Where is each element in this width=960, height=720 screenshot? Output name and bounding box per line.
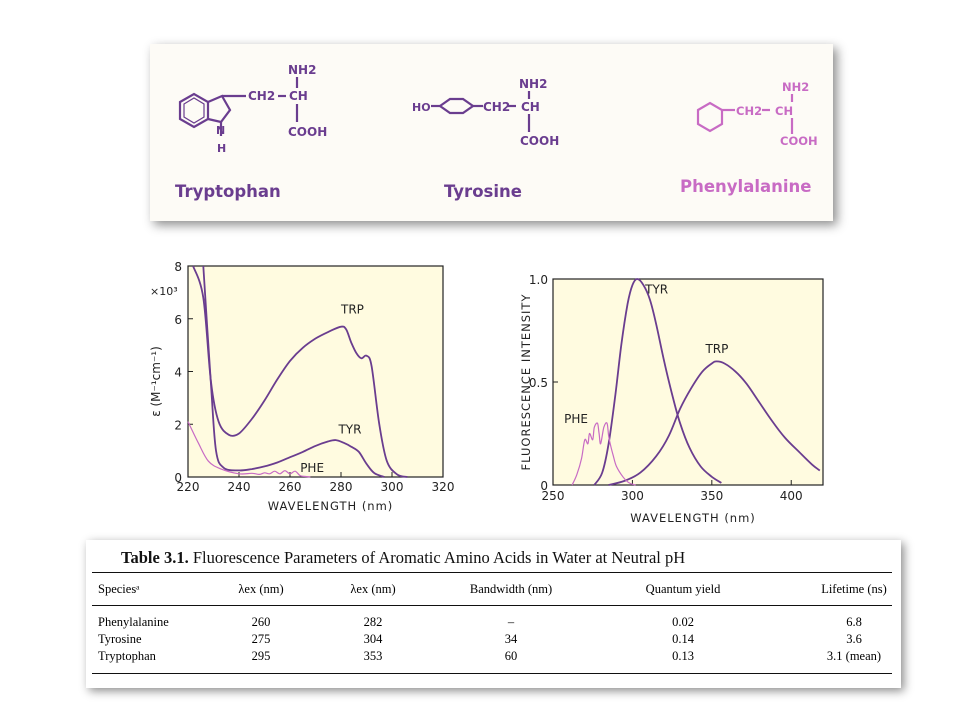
table-header-0: Speciesᵃ bbox=[98, 582, 140, 596]
abs-xtick-label-260: 260 bbox=[279, 480, 302, 494]
abs-ytick-label-8: 8 bbox=[174, 262, 182, 274]
em-series-label-phe: PHE bbox=[564, 412, 588, 426]
table-caption: Fluorescence Parameters of Aromatic Amin… bbox=[192, 548, 686, 567]
table-cell-r0-c1: 260 bbox=[251, 615, 271, 629]
em-series-tyr bbox=[593, 278, 722, 486]
abs-series-label-trp: TRP bbox=[340, 302, 364, 316]
em-plot-area bbox=[552, 278, 824, 486]
table-cell-r2-c1: 295 bbox=[251, 649, 271, 663]
table-cell-r0-c0: Phenylalanine bbox=[98, 615, 169, 629]
table-cell-r2-c0: Tryptophan bbox=[98, 649, 156, 663]
fluorescence-table: Table 3.1. Fluorescence Parameters of Ar… bbox=[86, 540, 901, 688]
table-header-2: λex (nm) bbox=[350, 582, 396, 596]
abs-xtick-label-320: 320 bbox=[432, 480, 455, 494]
phe-nh2: NH2 bbox=[782, 80, 809, 94]
tyr-cooh: COOH bbox=[520, 134, 559, 148]
table-cell-r1-c2: 304 bbox=[363, 632, 383, 646]
abs-xtick-label-280: 280 bbox=[330, 480, 353, 494]
tyr-ch: CH bbox=[521, 100, 540, 114]
phe-ch2: CH2 bbox=[736, 104, 762, 118]
em-series-label-trp: TRP bbox=[704, 342, 728, 356]
tryptophan-structure bbox=[178, 77, 299, 136]
table-header-1: λex (nm) bbox=[238, 582, 284, 596]
phenylalanine-structure bbox=[696, 94, 794, 134]
trp-n: N bbox=[216, 124, 225, 137]
tyr-ch2: CH2 bbox=[483, 100, 510, 114]
trp-nh2: NH2 bbox=[288, 63, 316, 77]
table-cell-r1-c3: 34 bbox=[504, 632, 518, 646]
table-header-4: Quantum yield bbox=[645, 582, 721, 596]
table-header-5: Lifetime (ns) bbox=[821, 582, 887, 596]
table-top-rule bbox=[92, 572, 892, 573]
tyr-ho: HO bbox=[412, 101, 431, 114]
em-xtick-label-250: 250 bbox=[542, 489, 565, 503]
em-ytick-label-1: 0.5 bbox=[529, 376, 548, 390]
tyr-name: Tyrosine bbox=[444, 182, 522, 201]
abs-series-label-phe: PHE bbox=[300, 461, 324, 475]
trp-ch: CH bbox=[289, 89, 308, 103]
trp-cooh: COOH bbox=[288, 125, 327, 139]
abs-ylabel: ε (M⁻¹cm⁻¹) bbox=[149, 346, 163, 417]
em-xtick-label-300: 300 bbox=[621, 489, 644, 503]
table-bottom-rule bbox=[92, 673, 892, 674]
abs-xtick-label-220: 220 bbox=[177, 480, 200, 494]
em-ytick-label-2: 1.0 bbox=[529, 273, 548, 287]
table-cell-r0-c5: 6.8 bbox=[846, 615, 862, 629]
table-cell-r1-c1: 275 bbox=[251, 632, 271, 646]
abs-xtick-label-300: 300 bbox=[381, 480, 404, 494]
table-cell-r0-c3: – bbox=[507, 615, 515, 629]
table-cell-r1-c5: 3.6 bbox=[846, 632, 862, 646]
abs-ytick-label-2: 2 bbox=[174, 418, 182, 432]
tyrosine-structure bbox=[431, 91, 531, 132]
em-ytick-label-0: 0 bbox=[540, 479, 548, 493]
table-cell-r1-c4: 0.14 bbox=[672, 632, 694, 646]
phe-ch: CH bbox=[775, 104, 793, 118]
em-series-label-tyr: TYR bbox=[644, 282, 668, 296]
abs-series-tyr bbox=[202, 265, 385, 478]
table-cell-r1-c0: Tyrosine bbox=[98, 632, 142, 646]
abs-y-multiplier: ×10³ bbox=[150, 285, 178, 298]
absorption-chart: 220 240 260 280 300 320 0 2 4 6 8 ×10³ WAVELENGTH (n… bbox=[148, 260, 473, 524]
abs-ytick-label-6: 6 bbox=[174, 313, 182, 327]
table-cell-r2-c2: 353 bbox=[363, 649, 383, 663]
em-xtick-label-400: 400 bbox=[780, 489, 803, 503]
em-xlabel: WAVELENGTH (nm) bbox=[630, 511, 756, 525]
abs-ytick-label-0: 0 bbox=[174, 471, 182, 485]
phe-name: Phenylalanine bbox=[680, 177, 811, 196]
em-ylabel: FLUORESCENCE INTENSITY bbox=[519, 294, 533, 471]
structures-drawing: NH2 CH2 CH COOH N H Tryptophan HO NH2 CH… bbox=[175, 63, 818, 201]
abs-series-trp bbox=[192, 265, 408, 478]
table-cell-r2-c3: 60 bbox=[504, 649, 518, 663]
phe-cooh: COOH bbox=[780, 134, 818, 148]
absorption-svg: 220 240 260 280 300 320 0 2 4 6 8 ×10³ WAVELENGTH (n… bbox=[149, 260, 455, 513]
trp-name: Tryptophan bbox=[175, 182, 281, 201]
abs-xtick-label-240: 240 bbox=[228, 480, 251, 494]
em-series-phe bbox=[571, 422, 636, 486]
abs-ytick-label-4: 4 bbox=[174, 366, 182, 380]
structures-panel: NH2 CH2 CH COOH N H Tryptophan HO NH2 CH… bbox=[150, 44, 833, 221]
trp-ch2: CH2 bbox=[248, 89, 275, 103]
table-cell-r2-c4: 0.13 bbox=[672, 649, 694, 663]
abs-plot-area bbox=[187, 265, 444, 478]
table-cell-r2-c5: 3.1 (mean) bbox=[826, 649, 882, 663]
trp-h: H bbox=[217, 142, 226, 155]
abs-xlabel: WAVELENGTH (nm) bbox=[268, 499, 394, 513]
em-series-trp bbox=[608, 360, 821, 486]
table-title: Table 3.1. Fluorescence Parameters of Ar… bbox=[121, 548, 685, 568]
tyr-nh2: NH2 bbox=[519, 77, 547, 91]
table-cell-r0-c4: 0.02 bbox=[672, 615, 694, 629]
emission-chart: 250 300 350 400 0 0.5 1.0 WAVELENGTH (nm) FLUORE… bbox=[515, 266, 831, 530]
emission-svg: 250 300 350 400 0 0.5 1.0 WAVELENGTH (nm) FLUORE… bbox=[519, 273, 824, 525]
table-header-rule bbox=[92, 605, 892, 606]
table-header-3: Bandwidth (nm) bbox=[469, 582, 553, 596]
table-cell-r0-c2: 282 bbox=[363, 615, 383, 629]
abs-series-phe bbox=[187, 421, 311, 478]
em-xtick-label-350: 350 bbox=[700, 489, 723, 503]
abs-series-label-tyr: TYR bbox=[337, 422, 361, 436]
table-label: Table 3.1. bbox=[121, 548, 189, 567]
